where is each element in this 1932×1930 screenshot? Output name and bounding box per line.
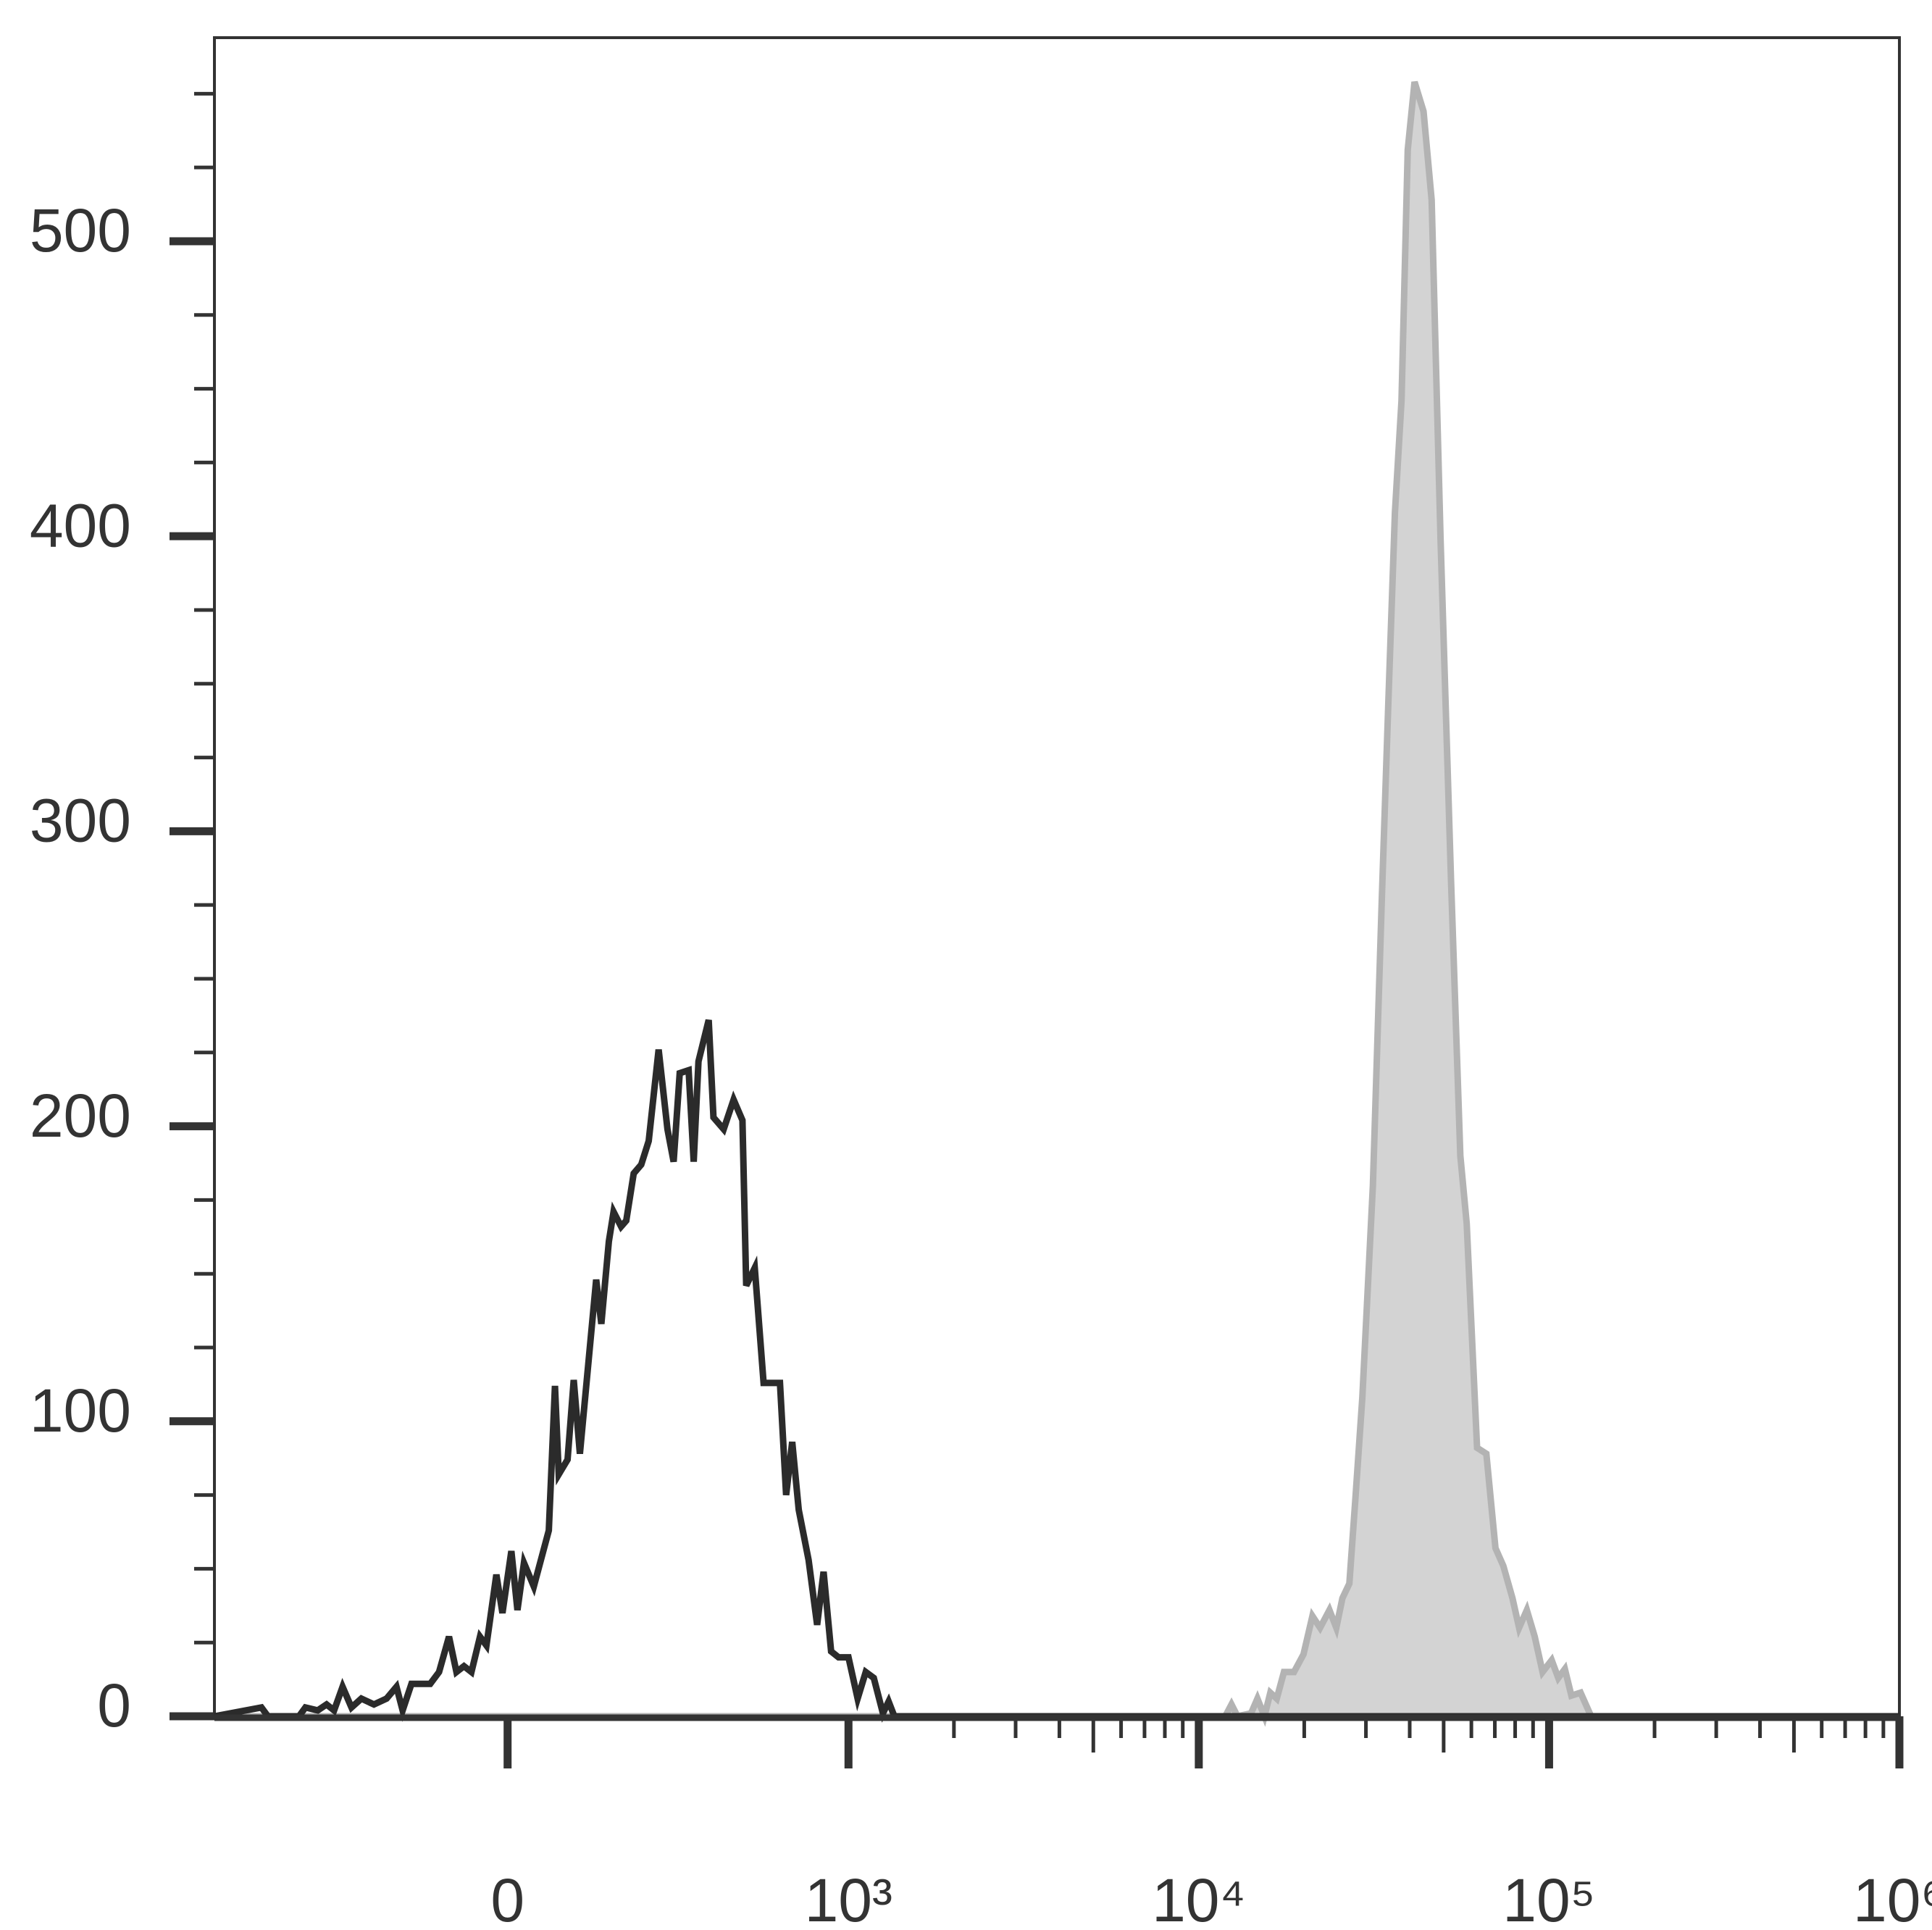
y-tick-label: 500 [30, 196, 131, 264]
x-tick-label: 10⁶ [1853, 1866, 1932, 1930]
y-tick-label: 400 [30, 491, 131, 559]
x-tick-label: 0 [490, 1866, 524, 1930]
x-tick-label: 10³ [805, 1866, 892, 1930]
x-tick-label: 10⁵ [1502, 1866, 1595, 1930]
plot-frame [213, 36, 1901, 1720]
histogram-curve [214, 80, 1899, 1727]
y-tick-label: 200 [30, 1082, 131, 1150]
y-tick-label: 0 [97, 1671, 131, 1739]
y-tick-label: 300 [30, 787, 131, 855]
histogram-curve [214, 1019, 1899, 1723]
y-tick-label: 100 [30, 1377, 131, 1445]
x-tick-label: 10⁴ [1152, 1866, 1246, 1930]
